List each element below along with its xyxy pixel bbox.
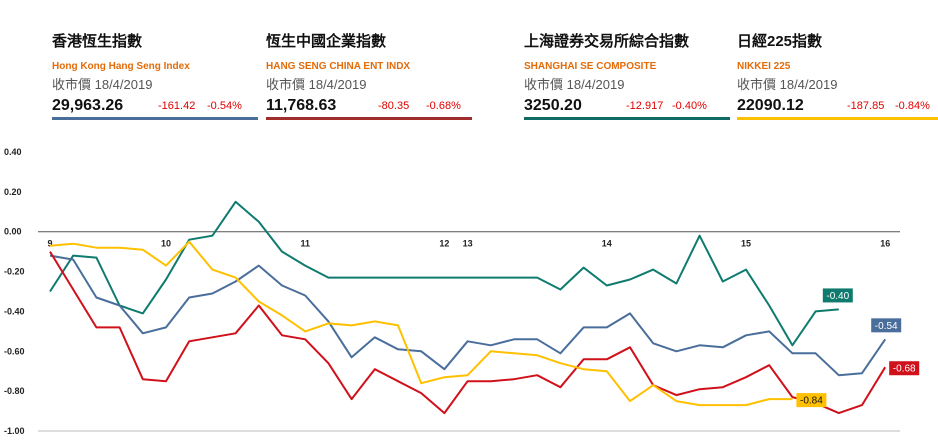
- end-label: -0.54: [875, 321, 898, 332]
- end-label-box: [822, 288, 853, 303]
- end-label: -0.84: [800, 396, 823, 407]
- index-underline: [737, 117, 938, 120]
- y-tick-label: -0.40: [4, 306, 25, 316]
- x-tick-label: 10: [161, 239, 171, 249]
- end-label-box: [796, 393, 827, 408]
- index-underline: [52, 117, 258, 120]
- x-tick-label: 11: [300, 239, 310, 249]
- y-tick-label: 0.20: [4, 187, 22, 197]
- series-line: [49, 254, 887, 377]
- index-panel: 日經225指數 NIKKEI 225 收市價 18/4/2019 22090.12 -1…: [737, 32, 938, 120]
- index-change-line-chart: 0.40 0.20 0.00 -0.20 -0.40 -0.60 -0.80 -1.00 9 10…: [4, 147, 920, 436]
- y-tick-label: -0.60: [4, 346, 25, 356]
- index-title: 日經225指數: [737, 33, 823, 50]
- close-date: 收市價 18/4/2019: [52, 77, 153, 92]
- index-quote-row: 29,963.26 -161.42 -0.54%: [52, 96, 258, 120]
- end-label: -0.40: [826, 291, 849, 302]
- index-value: 3250.20: [524, 97, 582, 114]
- end-label: -0.68: [893, 364, 916, 375]
- index-change: -161.42: [158, 100, 196, 112]
- index-subtitle: NIKKEI 225: [737, 61, 791, 72]
- index-change-percent: -0.40%: [672, 100, 707, 112]
- index-panel: 香港恆生指數 Hong Kong Hang Seng Index 收市價 18/4/…: [52, 32, 258, 120]
- index-change-percent: -0.68%: [426, 100, 461, 112]
- series-line: [49, 240, 793, 407]
- index-panel: 上海證券交易所綜合指數 SHANGHAI SE COMPOSITE 收市價 18/4…: [524, 32, 730, 120]
- end-label-box: [889, 361, 920, 376]
- index-quote-row: 22090.12 -187.85 -0.84%: [737, 96, 938, 120]
- index-change: -12.917: [626, 100, 664, 112]
- index-change-percent: -0.54%: [207, 100, 242, 112]
- y-tick-label: -1.00: [4, 426, 25, 436]
- close-date: 收市價 18/4/2019: [524, 77, 625, 92]
- series-line: [49, 200, 839, 347]
- index-title: 香港恆生指數: [52, 33, 143, 50]
- index-value: 22090.12: [737, 97, 804, 114]
- index-subtitle: HANG SENG CHINA ENT INDX: [266, 61, 411, 72]
- close-date: 收市價 18/4/2019: [737, 77, 838, 92]
- index-change: -80.35: [378, 100, 410, 112]
- index-subtitle: SHANGHAI SE COMPOSITE: [524, 61, 657, 72]
- index-change-percent: -0.84%: [895, 100, 930, 112]
- y-tick-label: 0.40: [4, 147, 22, 157]
- index-underline: [524, 117, 730, 120]
- x-tick-label: 15: [741, 239, 751, 249]
- series-line: [49, 251, 887, 415]
- y-tick-label: 0.00: [4, 227, 22, 237]
- index-title: 恆生中國企業指數: [266, 33, 387, 50]
- index-underline: [266, 117, 472, 120]
- index-title: 上海證券交易所綜合指數: [524, 33, 690, 50]
- close-date: 收市價 18/4/2019: [266, 77, 367, 92]
- y-tick-label: -0.20: [4, 267, 25, 277]
- end-label-box: [871, 318, 902, 333]
- x-tick-label: 9: [47, 239, 52, 249]
- index-quote-row: 11,768.63 -80.35 -0.68%: [266, 96, 472, 120]
- index-panel: 恆生中國企業指數 HANG SENG CHINA ENT INDX 收市價 18/4…: [266, 32, 472, 120]
- x-tick-label: 16: [880, 239, 890, 249]
- x-tick-label: 12: [439, 239, 449, 249]
- index-value: 11,768.63: [266, 97, 337, 114]
- x-tick-label: 13: [463, 239, 473, 249]
- index-change: -187.85: [847, 100, 885, 112]
- y-tick-label: -0.80: [4, 386, 25, 396]
- index-value: 29,963.26: [52, 97, 124, 114]
- x-tick-label: 14: [602, 239, 612, 249]
- index-quote-row: 3250.20 -12.917 -0.40%: [524, 96, 730, 120]
- index-subtitle: Hong Kong Hang Seng Index: [52, 61, 190, 72]
